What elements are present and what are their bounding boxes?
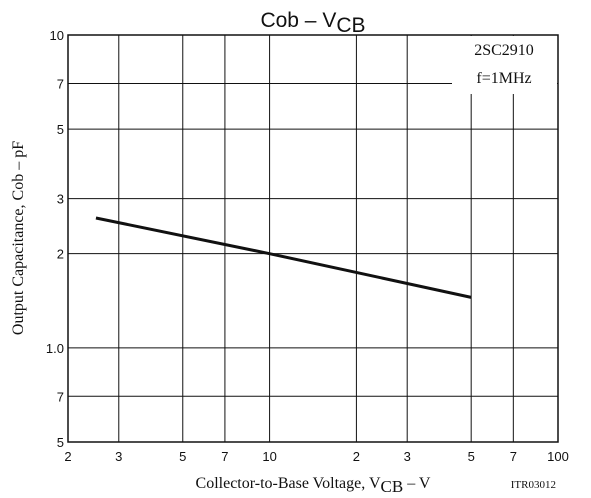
y-tick-label: 3 — [57, 192, 64, 207]
title-sub: CB — [336, 14, 365, 37]
y-tick-label: 5 — [57, 435, 64, 450]
annotation-box — [452, 36, 557, 94]
x-tick-label: 5 — [179, 449, 186, 464]
title-main: Cob – V — [260, 9, 336, 32]
y-axis-label: Output Capacitance, Cob – pF — [10, 141, 27, 335]
x-tick-label: 10 — [262, 449, 276, 464]
y-tick-label: 2 — [57, 247, 64, 262]
x-tick-label: 3 — [115, 449, 122, 464]
x-tick-label: 100 — [547, 449, 569, 464]
y-tick-label: 7 — [57, 389, 64, 404]
y-tick-label: 7 — [57, 76, 64, 91]
y-tick-label: 1.0 — [46, 341, 64, 356]
y-tick-label: 10 — [50, 28, 64, 43]
x-tick-label: 7 — [510, 449, 517, 464]
x-tick-label: 5 — [468, 449, 475, 464]
y-tick-label: 5 — [57, 122, 64, 137]
x-tick-label: 2 — [64, 449, 71, 464]
annotation: 2SC2910 — [474, 42, 534, 59]
figure-code: ITR03012 — [511, 479, 556, 491]
data-line — [95, 216, 472, 299]
x-axis-label: Collector-to-Base Voltage, VCB – V — [196, 475, 431, 496]
xlabel-unit: – V — [403, 475, 431, 492]
x-tick-label: 2 — [353, 449, 360, 464]
xlabel-sub: CB — [381, 477, 404, 496]
x-tick-label: 3 — [404, 449, 411, 464]
annotation: f=1MHz — [476, 70, 531, 87]
xlabel-main: Collector-to-Base Voltage, V — [196, 475, 381, 492]
plot-frame — [67, 34, 559, 443]
x-tick-label: 7 — [221, 449, 228, 464]
chart-title: Cob – VCB — [260, 9, 365, 37]
